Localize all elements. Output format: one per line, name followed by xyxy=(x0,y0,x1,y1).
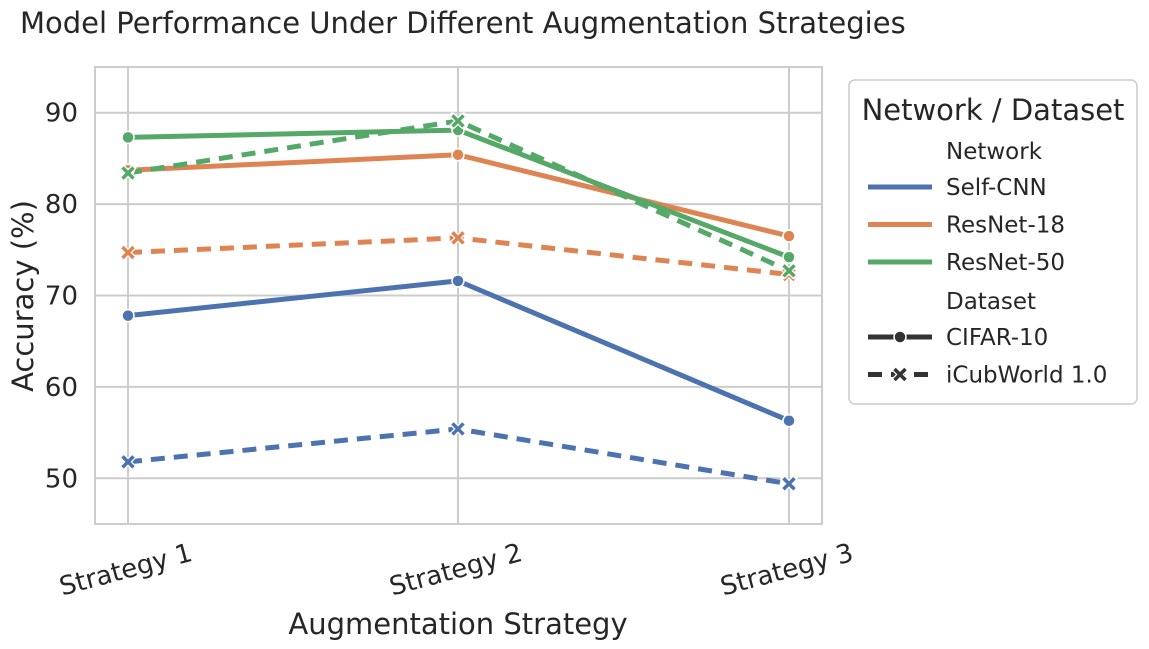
legend-title: Network / Dataset xyxy=(862,93,1125,127)
series-markers xyxy=(119,112,798,493)
x-tick-label: Strategy 3 xyxy=(717,538,856,602)
y-tick-label: 60 xyxy=(45,373,78,403)
x-tick-labels: Strategy 1 Strategy 2 Strategy 3 xyxy=(56,538,856,602)
y-tick-labels: 50 60 70 80 90 xyxy=(45,99,78,495)
y-tick-label: 80 xyxy=(45,190,78,220)
data-point-self-cnn-icubworld-1-0 xyxy=(119,453,137,471)
legend-marker xyxy=(891,366,909,383)
data-point-resnet-50-cifar-10 xyxy=(782,250,796,264)
legend-entry: ResNet-50 xyxy=(946,250,1065,276)
data-point-self-cnn-icubworld-1-0 xyxy=(449,420,467,438)
legend-entry: Self-CNN xyxy=(946,175,1047,201)
data-point-resnet-18-icubworld-1-0 xyxy=(449,229,467,247)
x-tick-label: Strategy 1 xyxy=(56,538,195,602)
y-axis-label: Accuracy (%) xyxy=(6,200,40,392)
x-axis-label: Augmentation Strategy xyxy=(288,607,627,641)
legend: Network / Dataset Network Self-CNN ResNet… xyxy=(848,79,1138,405)
x-tick-label: Strategy 2 xyxy=(386,538,525,602)
legend-frame xyxy=(848,79,1138,405)
y-tick-label: 90 xyxy=(45,99,78,129)
data-point-resnet-18-cifar-10 xyxy=(782,229,796,243)
data-point-self-cnn-cifar-10 xyxy=(451,274,465,288)
legend-network-heading: Network xyxy=(946,139,1043,165)
data-point-resnet-50-icubworld-1-0 xyxy=(780,262,798,280)
y-tick-label: 70 xyxy=(45,282,78,312)
data-point-resnet-18-icubworld-1-0 xyxy=(119,244,137,262)
chart-title: Model Performance Under Different Augmen… xyxy=(20,6,906,40)
grid-lines xyxy=(95,67,822,524)
plot-frame xyxy=(94,66,823,525)
data-point-resnet-50-icubworld-1-0 xyxy=(449,112,467,130)
legend-marker xyxy=(893,330,907,344)
legend-entry: iCubWorld 1.0 xyxy=(946,363,1107,389)
data-point-self-cnn-cifar-10 xyxy=(782,413,796,428)
legend-dataset-heading: Dataset xyxy=(946,289,1036,315)
legend-entry: CIFAR-10 xyxy=(946,325,1048,351)
y-tick-label: 50 xyxy=(45,464,78,494)
data-point-self-cnn-icubworld-1-0 xyxy=(780,475,798,493)
data-point-resnet-50-icubworld-1-0 xyxy=(119,164,137,182)
legend-entry: ResNet-18 xyxy=(946,213,1065,239)
data-point-resnet-50-cifar-10 xyxy=(121,130,135,145)
data-point-self-cnn-cifar-10 xyxy=(121,308,135,323)
data-point-resnet-18-cifar-10 xyxy=(451,147,465,162)
